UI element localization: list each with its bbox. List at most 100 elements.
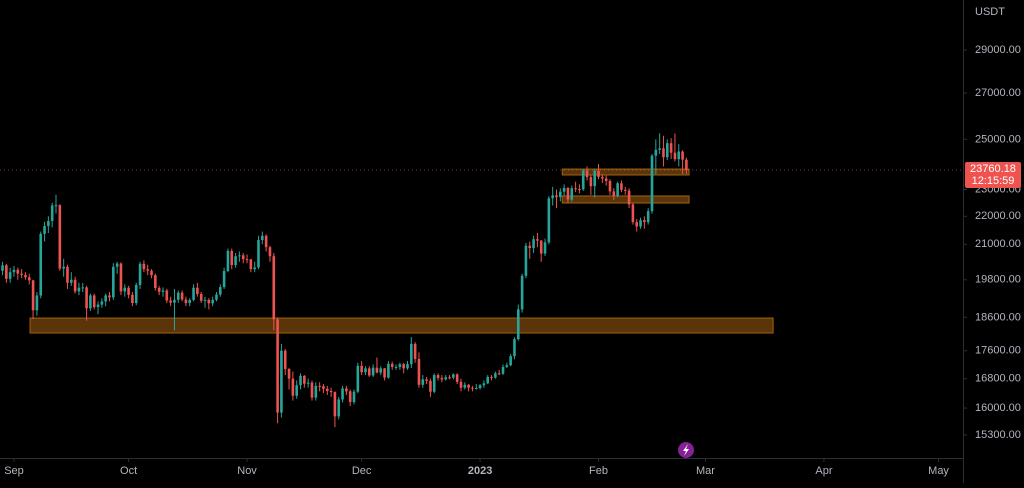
candle-body	[257, 240, 260, 268]
zone	[561, 195, 690, 204]
candle-body	[318, 385, 321, 387]
x-tick-label: 2023	[468, 465, 492, 477]
y-tick-label: 29000.00	[975, 44, 1021, 56]
candle-body	[410, 343, 413, 365]
candle-body	[337, 399, 341, 417]
candle-body	[608, 180, 612, 192]
candle-body	[559, 191, 562, 198]
candle-body	[604, 178, 608, 181]
candle-body	[31, 280, 35, 311]
candle-body	[482, 383, 486, 386]
candle-body	[24, 274, 27, 278]
candle-body	[127, 287, 130, 295]
candle-body	[631, 204, 635, 223]
candle-body	[551, 195, 554, 199]
candle-body	[478, 385, 482, 389]
candle-body	[77, 287, 81, 292]
candle-body	[417, 358, 421, 385]
candle-body	[654, 149, 658, 156]
candle-body	[138, 263, 142, 285]
candle-body	[81, 287, 85, 289]
candle-body	[643, 220, 646, 223]
y-tick-label: 17600.00	[975, 345, 1021, 357]
x-tick-label: Dec	[352, 465, 372, 477]
candle-body	[12, 269, 16, 273]
x-tick-label: Nov	[237, 465, 257, 477]
candle-body	[226, 250, 230, 271]
candle-body	[222, 270, 226, 288]
candle-body	[486, 376, 490, 384]
candle-body	[62, 266, 65, 269]
candle-body	[432, 375, 436, 392]
candle-body	[471, 387, 474, 389]
candle-body	[211, 299, 214, 304]
candle-body	[360, 365, 363, 373]
candle-body	[261, 235, 264, 241]
candle-body	[131, 294, 134, 303]
candle-body	[490, 376, 493, 378]
candle-body	[356, 365, 360, 392]
x-tick-label: Mar	[696, 465, 715, 477]
candle-body	[436, 375, 440, 378]
candle-body	[421, 379, 425, 385]
candle-body	[459, 381, 463, 388]
x-tick-label: Apr	[815, 465, 832, 477]
candle-body	[310, 382, 314, 398]
candle-body	[291, 378, 295, 396]
candle-body	[341, 388, 344, 400]
candle-body	[371, 367, 375, 376]
candle-body	[685, 159, 688, 170]
candle-body	[303, 375, 306, 384]
candle-body	[379, 368, 383, 373]
candle-body	[516, 309, 520, 340]
candle-body	[367, 368, 371, 376]
plot-area	[0, 133, 963, 428]
candle-body	[505, 365, 509, 367]
candle-body	[69, 279, 73, 283]
candle-body	[402, 364, 405, 369]
last-price-label: 23760.18	[970, 163, 1016, 175]
candle-body	[589, 177, 593, 187]
candle-body	[467, 384, 470, 388]
candle-body	[176, 292, 180, 300]
candle-body	[280, 350, 283, 413]
candle-body	[601, 176, 604, 179]
y-tick-label: 22000.00	[975, 210, 1021, 222]
candle-body	[387, 363, 390, 378]
candle-body	[92, 295, 96, 308]
candle-body	[662, 148, 665, 158]
candle-body	[295, 385, 299, 396]
y-tick-label: 18600.00	[975, 311, 1021, 323]
candle-body	[440, 377, 444, 380]
candle-body	[249, 259, 253, 270]
alert-icon[interactable]	[678, 442, 694, 458]
y-tick-label: 27000.00	[975, 87, 1021, 99]
candle-body	[390, 363, 394, 367]
countdown-label: 12:15:59	[972, 175, 1015, 187]
candle-body	[364, 368, 367, 373]
icon-bolt[interactable]	[683, 444, 689, 456]
candle-body	[199, 293, 203, 301]
y-tick-label: 19800.00	[975, 274, 1021, 286]
candle-body	[398, 364, 402, 367]
candle-body	[154, 275, 157, 289]
y-tick-label: 15300.00	[975, 429, 1021, 441]
candle-body	[115, 263, 119, 267]
candle-body	[104, 295, 107, 302]
candle-body	[352, 391, 356, 403]
candle-body	[253, 267, 256, 270]
candle-body	[413, 343, 417, 359]
candle-body	[581, 170, 585, 190]
x-tick-label: May	[928, 465, 949, 477]
y-tick-label: 16000.00	[975, 402, 1021, 414]
candle-body	[620, 183, 623, 190]
candle-body	[425, 379, 428, 381]
candle-body	[566, 187, 570, 200]
candle-body	[196, 287, 199, 294]
candle-body	[513, 339, 516, 357]
candle-body	[108, 295, 111, 298]
candle-body	[455, 374, 459, 382]
candle-body	[146, 269, 150, 271]
candle-body	[180, 292, 184, 300]
